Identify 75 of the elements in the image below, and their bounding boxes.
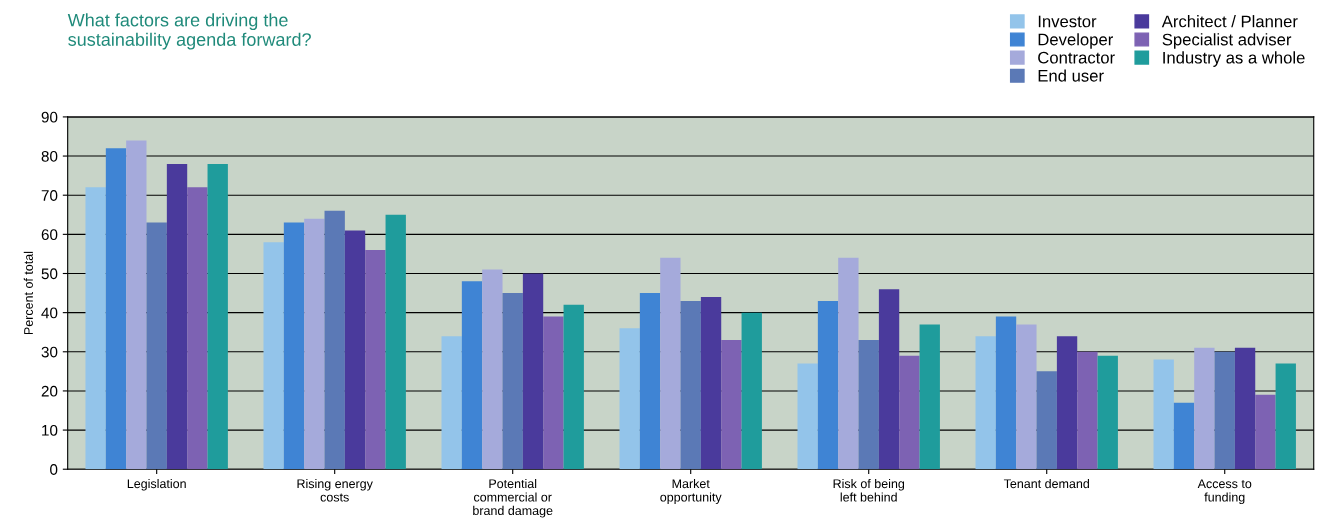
x-tick-label: Risk of being left behind (833, 478, 905, 502)
bar (1153, 359, 1174, 470)
y-tick-label: 80 (41, 150, 58, 162)
bar (899, 355, 920, 470)
bar (878, 289, 900, 470)
bar (975, 336, 996, 470)
bar (741, 312, 762, 470)
chart-title: What factors are driving the sustainability agenda forward? (67, 13, 311, 50)
y-tick-label: 40 (41, 307, 58, 319)
bar (1016, 324, 1037, 470)
bar (441, 336, 462, 470)
y-tick-label: 10 (42, 424, 58, 436)
bar (543, 316, 564, 470)
bar (1077, 351, 1098, 470)
bar (1275, 363, 1296, 470)
bar (283, 222, 305, 470)
bar (797, 363, 818, 470)
bar (680, 300, 701, 470)
legend-label: Contractor (1038, 51, 1115, 64)
legend-label: Industry as a whole (1163, 51, 1305, 67)
legend-label: Developer (1038, 33, 1113, 49)
bar (1234, 347, 1256, 470)
bar (187, 187, 208, 470)
bar (1214, 351, 1235, 470)
bar (563, 304, 584, 470)
bar (1056, 336, 1078, 470)
x-tick-label: Market opportunity (660, 478, 722, 505)
bar (1036, 371, 1057, 470)
bar (721, 340, 742, 470)
bar (858, 340, 879, 470)
bar (1194, 347, 1215, 470)
bar (263, 242, 284, 470)
y-tick-label: 60 (41, 229, 58, 241)
bar (126, 140, 147, 470)
bar (85, 187, 106, 470)
bar (502, 293, 523, 470)
bar (817, 300, 839, 470)
x-tick-label: Legislation (127, 478, 186, 491)
bar (995, 316, 1017, 470)
x-tick-label: Potential commercial or brand damage (473, 478, 553, 518)
bar (304, 218, 325, 470)
bar (660, 257, 681, 470)
bar (166, 163, 188, 470)
y-tick-label: 30 (41, 346, 58, 358)
bar (365, 250, 386, 470)
y-tick-label: 20 (41, 385, 58, 397)
y-axis-title: Percent of total (23, 251, 33, 335)
legend-label: Specialist adviser (1162, 33, 1292, 49)
bar (105, 148, 127, 470)
bar (146, 222, 167, 470)
legend-label: Architect / Planner (1161, 15, 1298, 28)
bar (1097, 355, 1118, 470)
y-tick-label: 50 (41, 268, 58, 280)
legend-label: End user (1038, 69, 1104, 82)
bar (619, 328, 640, 470)
bar (461, 281, 483, 470)
bar (482, 269, 503, 470)
bar (1255, 394, 1276, 470)
x-tick-label: Tenant demand (1003, 478, 1089, 489)
bar (1173, 402, 1195, 470)
bar (522, 273, 544, 470)
y-tick-label: 70 (41, 190, 58, 201)
legend-label: Investor (1038, 15, 1097, 28)
bar (324, 210, 345, 470)
x-tick-label: Rising energy costs (297, 478, 373, 502)
bar (344, 230, 366, 470)
x-tick-label: Access to funding (1197, 479, 1252, 505)
bar (700, 296, 722, 470)
bar (639, 293, 661, 470)
bar (207, 163, 228, 470)
y-tick-label: 0 (50, 464, 58, 475)
y-tick-label: 90 (41, 111, 58, 123)
bar (838, 257, 859, 470)
bar (919, 324, 940, 470)
bar (385, 214, 406, 470)
